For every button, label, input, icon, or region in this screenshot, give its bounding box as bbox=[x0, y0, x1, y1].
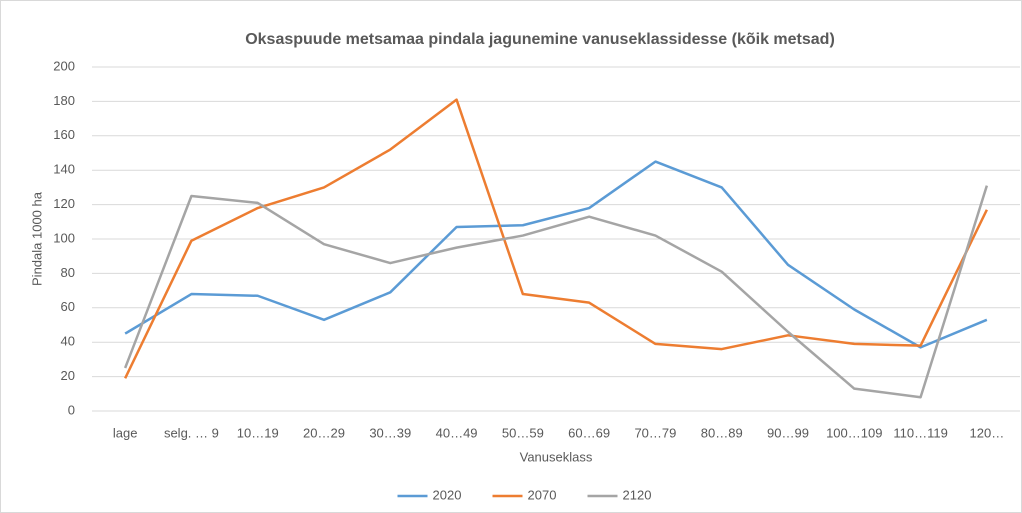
legend-label: 2020 bbox=[433, 487, 462, 502]
x-tick-label: 70…79 bbox=[634, 425, 676, 440]
x-tick-label: lage bbox=[113, 425, 138, 440]
x-tick-label: 90…99 bbox=[767, 425, 809, 440]
x-axis-label: Vanuseklass bbox=[520, 449, 593, 464]
y-tick-label: 160 bbox=[53, 127, 75, 142]
x-tick-label: 20…29 bbox=[303, 425, 345, 440]
x-tick-label: 80…89 bbox=[701, 425, 743, 440]
x-tick-label: 40…49 bbox=[436, 425, 478, 440]
x-tick-label: 100…109 bbox=[826, 425, 882, 440]
y-tick-label: 100 bbox=[53, 230, 75, 245]
y-tick-label: 120 bbox=[53, 196, 75, 211]
y-tick-label: 60 bbox=[61, 299, 75, 314]
series-line bbox=[124, 98, 988, 379]
y-tick-label: 0 bbox=[68, 402, 75, 417]
y-tick-label: 200 bbox=[53, 58, 75, 73]
x-tick-label: 120… bbox=[970, 425, 1005, 440]
y-tick-label: 80 bbox=[61, 265, 75, 280]
y-tick-label: 40 bbox=[61, 334, 75, 349]
legend-label: 2120 bbox=[623, 487, 652, 502]
x-tick-label: 10…19 bbox=[237, 425, 279, 440]
series-line bbox=[124, 160, 988, 349]
x-tick-label: 60…69 bbox=[568, 425, 610, 440]
y-tick-label: 140 bbox=[53, 162, 75, 177]
y-tick-label: 180 bbox=[53, 93, 75, 108]
x-tick-label: 50…59 bbox=[502, 425, 544, 440]
legend-label: 2070 bbox=[528, 487, 557, 502]
x-tick-label: 30…39 bbox=[369, 425, 411, 440]
y-axis-label: Pindala 1000 ha bbox=[29, 191, 44, 286]
y-tick-label: 20 bbox=[61, 368, 75, 383]
x-tick-label: 110…119 bbox=[893, 425, 947, 440]
series-line bbox=[123, 185, 989, 399]
chart-title: Oksaspuude metsamaa pindala jagunemine v… bbox=[245, 31, 835, 48]
x-tick-label: selg. … 9 bbox=[164, 425, 219, 440]
